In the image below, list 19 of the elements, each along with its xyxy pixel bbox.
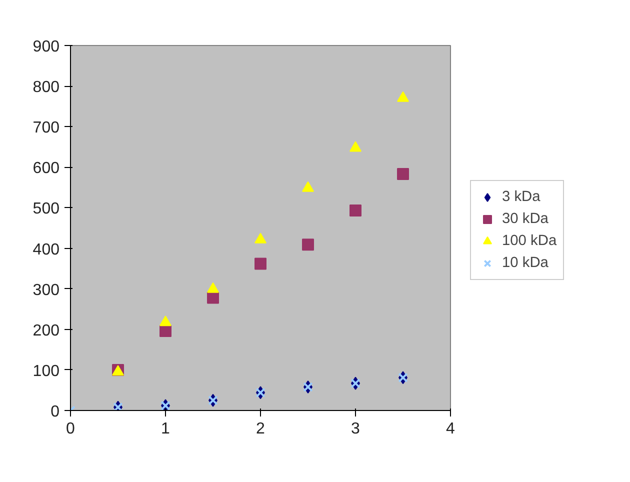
y-tick-label: 100: [32, 362, 60, 380]
y-tick-label: 300: [32, 282, 60, 299]
y-tick-label: 200: [32, 322, 60, 340]
x-tick-label: 4: [446, 420, 456, 438]
x-tick-label: 3: [351, 420, 360, 438]
y-tick-label: 800: [32, 79, 60, 96]
y-tick-label: 0: [50, 404, 60, 420]
x-tick-label: 1: [161, 420, 170, 438]
legend-label: 10 kDa: [502, 255, 548, 271]
y-tick-label: 700: [32, 120, 60, 137]
legend-label: 30 kDa: [502, 211, 548, 227]
legend-label: 3 kDa: [502, 189, 540, 205]
y-tick-label: 400: [32, 241, 60, 258]
y-tick-label: 600: [32, 160, 60, 178]
y-tick-label: 900: [32, 38, 60, 56]
y-tick-label: 500: [32, 200, 60, 218]
x-tick-label: 2: [256, 420, 266, 438]
legend-label: 100 kDa: [502, 233, 557, 249]
x-tick-label: 0: [66, 420, 76, 438]
